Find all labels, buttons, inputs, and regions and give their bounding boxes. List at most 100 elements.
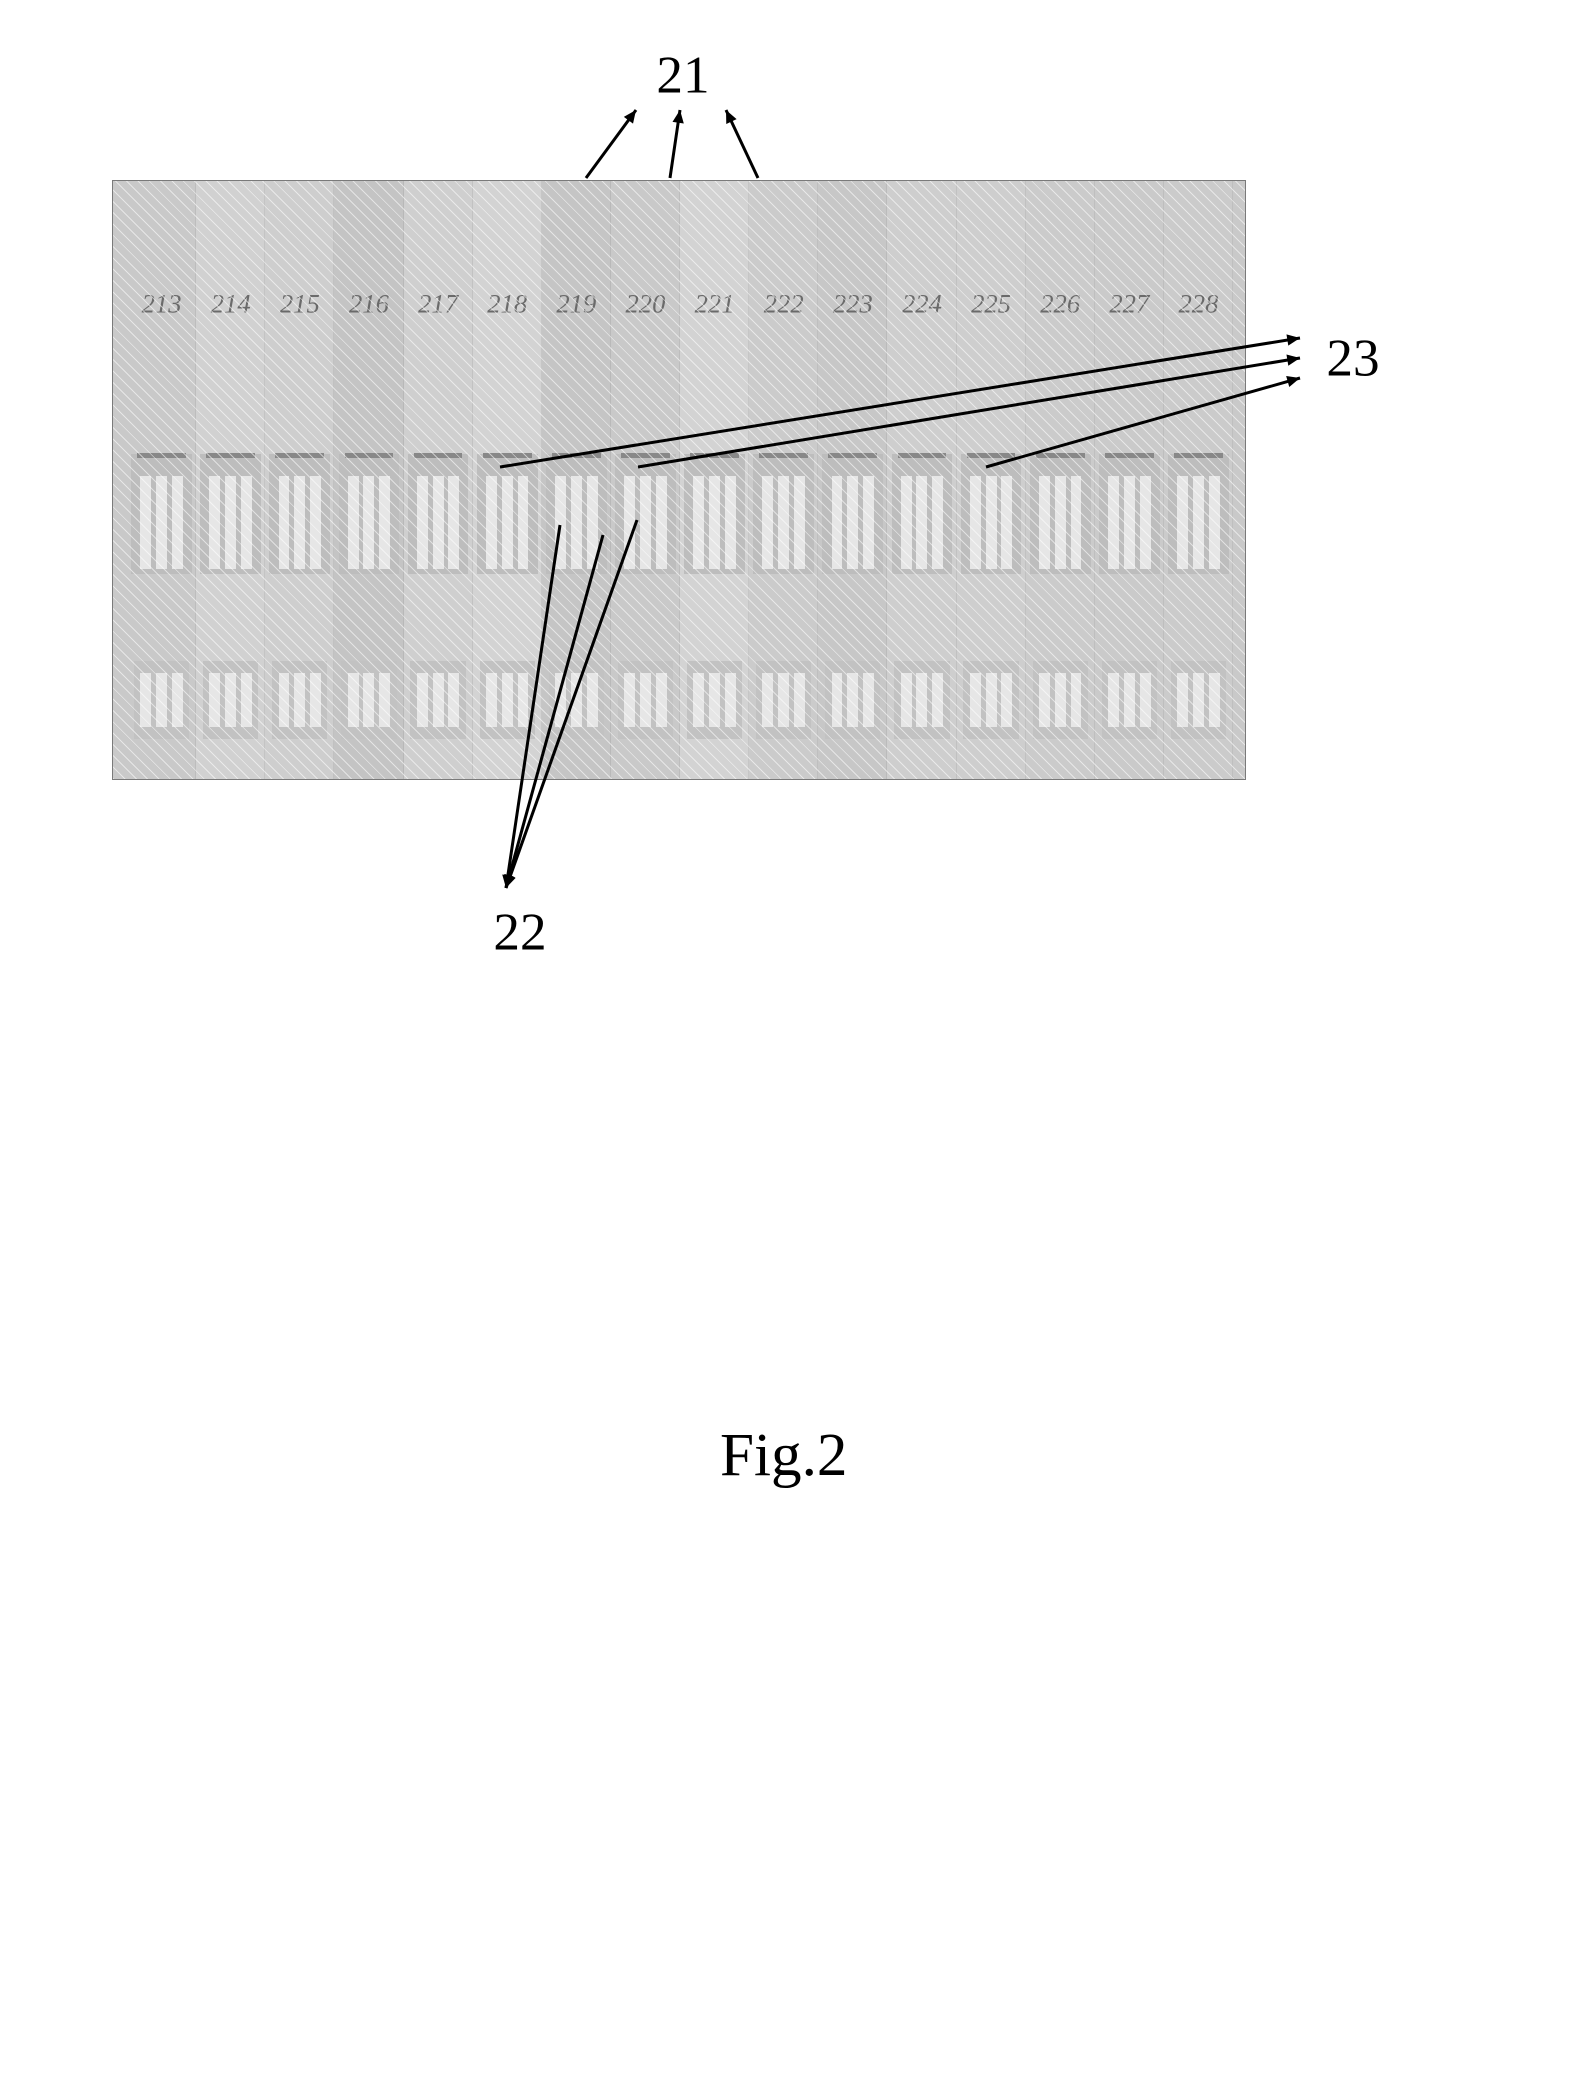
strip-pattern-bar (725, 476, 736, 570)
strip-pattern-bar (1071, 476, 1082, 570)
strip-pattern-bar (1108, 673, 1119, 728)
test-strip: 222 (749, 181, 818, 779)
strip-pattern-bar (1193, 476, 1204, 570)
strip-pattern-bar (986, 476, 997, 570)
strip-pattern-bar (1039, 476, 1050, 570)
strip-pattern-bar (209, 476, 220, 570)
strip-pattern-bar (932, 673, 943, 728)
strip-pattern-bar (1140, 673, 1151, 728)
strip-pattern-bar (486, 673, 497, 728)
strip-band (967, 453, 1016, 458)
strip-band (759, 453, 808, 458)
strip-band (345, 453, 394, 458)
strip-pattern-bar (363, 476, 374, 570)
strip-band (414, 453, 463, 458)
strip-pattern-bar (518, 673, 529, 728)
strip-pattern-bar (172, 476, 183, 570)
test-strip: 215 (265, 181, 334, 779)
strip-pattern-bar (156, 476, 167, 570)
strip-pattern-bar (448, 673, 459, 728)
strip-band (483, 453, 532, 458)
reference-label-21: 21 (656, 45, 709, 106)
strip-pattern-bar (624, 476, 635, 570)
strip-pattern-bar (640, 673, 651, 728)
strip-band (898, 453, 947, 458)
strip-band (1174, 453, 1223, 458)
strip-label: 216 (334, 289, 403, 320)
strip-pattern-bar (379, 673, 390, 728)
strip-pattern-bar (863, 673, 874, 728)
strip-band (1036, 453, 1085, 458)
strip-pattern-bar (901, 476, 912, 570)
strip-label: 226 (1026, 289, 1095, 320)
strip-band (206, 453, 255, 458)
strip-pattern-bar (555, 673, 566, 728)
strip-pattern-bar (847, 476, 858, 570)
strip-label: 225 (957, 289, 1026, 320)
figure-caption: Fig.2 (720, 1420, 847, 1491)
strip-pattern-bar (571, 476, 582, 570)
test-strip: 221 (680, 181, 749, 779)
strip-pattern-bar (1124, 476, 1135, 570)
strip-pattern-bar (417, 476, 428, 570)
strip-pattern-bar (1108, 476, 1119, 570)
strip-pattern-bar (1209, 476, 1220, 570)
strip-pattern-bar (241, 673, 252, 728)
strip-pattern-bar (225, 476, 236, 570)
strip-pattern-bar (794, 673, 805, 728)
strip-pattern-bar (970, 673, 981, 728)
strip-pattern-bar (778, 673, 789, 728)
strip-pattern-bar (518, 476, 529, 570)
strip-band (690, 453, 739, 458)
strip-label: 228 (1164, 289, 1233, 320)
test-strip: 223 (818, 181, 887, 779)
strip-pattern-bar (417, 673, 428, 728)
strip-pattern-bar (640, 476, 651, 570)
strip-pattern-bar (433, 673, 444, 728)
test-strip: 220 (611, 181, 680, 779)
strip-pattern-bar (863, 476, 874, 570)
strip-pattern-bar (986, 673, 997, 728)
strip-band (621, 453, 670, 458)
test-strip: 217 (404, 181, 473, 779)
strip-pattern-bar (916, 673, 927, 728)
strip-pattern-bar (209, 673, 220, 728)
strip-label: 227 (1095, 289, 1164, 320)
strip-pattern-bar (555, 476, 566, 570)
test-strip: 219 (542, 181, 611, 779)
strip-pattern-bar (294, 476, 305, 570)
reference-label-23: 23 (1326, 328, 1379, 389)
strip-pattern-bar (156, 673, 167, 728)
strip-pattern-bar (693, 673, 704, 728)
strip-pattern-bar (778, 476, 789, 570)
strip-pattern-bar (294, 673, 305, 728)
strip-pattern-bar (932, 476, 943, 570)
strip-label: 217 (404, 289, 473, 320)
strip-pattern-bar (587, 673, 598, 728)
strip-band (828, 453, 877, 458)
test-strip: 227 (1095, 181, 1164, 779)
strip-pattern-bar (225, 673, 236, 728)
strip-label: 218 (473, 289, 542, 320)
strip-pattern-bar (1140, 476, 1151, 570)
strip-pattern-bar (433, 476, 444, 570)
strip-pattern-bar (1055, 476, 1066, 570)
strip-pattern-bar (348, 673, 359, 728)
strip-pattern-bar (916, 476, 927, 570)
strip-pattern-bar (693, 476, 704, 570)
strip-pattern-bar (1001, 476, 1012, 570)
strip-pattern-bar (656, 673, 667, 728)
test-strip: 214 (196, 181, 265, 779)
strip-pattern-bar (502, 673, 513, 728)
strip-label: 220 (611, 289, 680, 320)
strip-pattern-bar (656, 476, 667, 570)
strip-pattern-bar (709, 476, 720, 570)
strip-pattern-bar (1193, 673, 1204, 728)
test-strip: 225 (957, 181, 1026, 779)
strip-pattern-bar (1001, 673, 1012, 728)
strip-label: 215 (265, 289, 334, 320)
strip-pattern-bar (847, 673, 858, 728)
strip-pattern-bar (725, 673, 736, 728)
strip-pattern-bar (762, 673, 773, 728)
test-strip: 224 (887, 181, 956, 779)
